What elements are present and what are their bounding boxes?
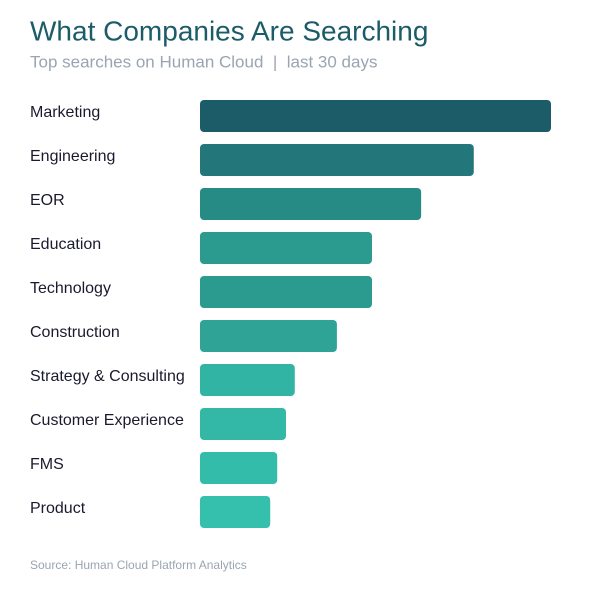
- category-label: Product: [30, 500, 86, 517]
- category-label: Technology: [30, 280, 111, 297]
- category-label: Construction: [30, 324, 120, 341]
- bar: [200, 232, 372, 264]
- bar: [200, 144, 474, 176]
- bar: [200, 496, 271, 528]
- source-note: Source: Human Cloud Platform Analytics: [30, 558, 247, 572]
- category-label: Marketing: [30, 104, 100, 121]
- category-label: Education: [30, 236, 101, 253]
- category-label: FMS: [30, 456, 64, 473]
- bar: [200, 408, 286, 440]
- bar: [200, 364, 295, 396]
- bar: [200, 452, 278, 484]
- category-label: EOR: [30, 192, 65, 209]
- category-label: Engineering: [30, 148, 115, 165]
- bar: [200, 100, 551, 132]
- category-label: Strategy & Consulting: [30, 368, 185, 385]
- bar: [200, 188, 422, 220]
- chart-subtitle: Top searches on Human Cloud | last 30 da…: [30, 52, 377, 71]
- chart-title: What Companies Are Searching: [30, 15, 428, 46]
- category-label: Customer Experience: [30, 412, 184, 429]
- bar: [200, 276, 372, 308]
- bar: [200, 320, 337, 352]
